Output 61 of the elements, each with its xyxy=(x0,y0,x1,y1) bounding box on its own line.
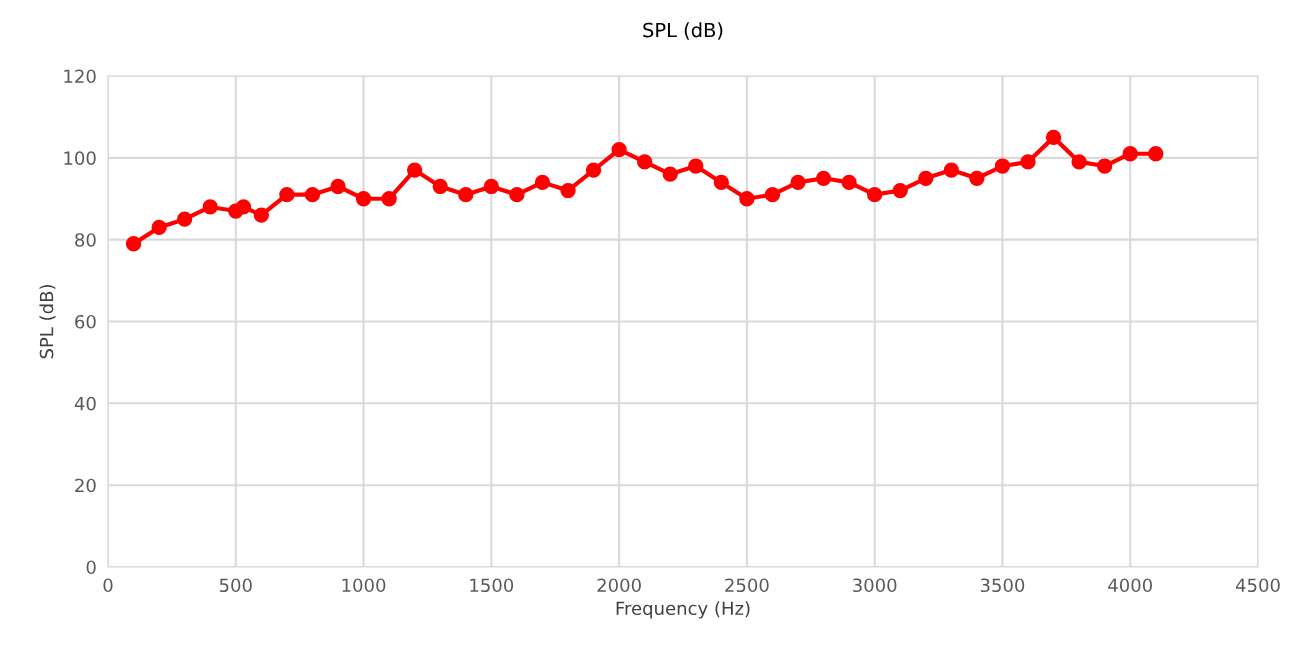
point xyxy=(381,191,397,207)
point xyxy=(177,211,193,227)
x-tick-label: 1000 xyxy=(342,578,386,593)
point xyxy=(713,174,729,191)
y-tick-label: 120 xyxy=(64,69,96,84)
point xyxy=(279,187,295,203)
point xyxy=(560,182,576,199)
point xyxy=(943,162,959,178)
x-tick-label: 0 xyxy=(103,578,113,593)
x-tick-label: 500 xyxy=(219,578,252,593)
point xyxy=(867,187,883,203)
point xyxy=(841,174,857,191)
x-axis-title: Frequency (Hz) xyxy=(616,601,750,619)
y-axis-title: SPL (dB) xyxy=(39,285,56,359)
x-tick-label: 3000 xyxy=(853,578,897,593)
point xyxy=(637,154,653,170)
point xyxy=(432,178,448,195)
y-tick-label: 0 xyxy=(86,560,96,575)
point xyxy=(1122,146,1138,162)
point xyxy=(585,162,602,178)
point xyxy=(151,219,167,236)
y-tick-label: 60 xyxy=(75,314,96,329)
point xyxy=(355,191,372,207)
point xyxy=(304,187,321,203)
y-tick-label: 40 xyxy=(74,396,96,411)
x-tick-label: 2500 xyxy=(725,578,769,593)
point xyxy=(892,182,908,199)
point xyxy=(483,178,499,195)
point xyxy=(125,236,142,252)
point xyxy=(1045,129,1062,146)
y-tick-label: 20 xyxy=(75,478,96,493)
point xyxy=(662,166,678,182)
point xyxy=(611,142,627,158)
y-tick-label: 80 xyxy=(75,233,96,247)
point xyxy=(969,170,985,186)
point xyxy=(253,207,269,223)
x-tick-label: 3500 xyxy=(980,578,1025,593)
point xyxy=(235,199,252,215)
point xyxy=(509,187,525,203)
point xyxy=(1097,158,1113,174)
point xyxy=(534,174,551,191)
point xyxy=(790,174,806,191)
point xyxy=(764,187,781,203)
point xyxy=(1020,154,1036,170)
chart-title: SPL (dB) xyxy=(643,22,723,40)
x-tick-label: 1500 xyxy=(470,578,514,593)
point xyxy=(918,170,934,186)
x-tick-label: 4000 xyxy=(1108,578,1152,593)
point xyxy=(994,158,1011,174)
point xyxy=(1071,154,1087,170)
point xyxy=(458,187,474,203)
x-tick-label: 4500 xyxy=(1235,578,1280,593)
point xyxy=(407,162,423,178)
point xyxy=(815,170,832,186)
point xyxy=(330,178,346,195)
point xyxy=(202,199,218,215)
x-tick-label: 2000 xyxy=(597,578,641,593)
point xyxy=(1148,146,1164,162)
point xyxy=(688,158,704,174)
y-tick-label: 100 xyxy=(64,151,96,165)
point xyxy=(739,191,755,207)
